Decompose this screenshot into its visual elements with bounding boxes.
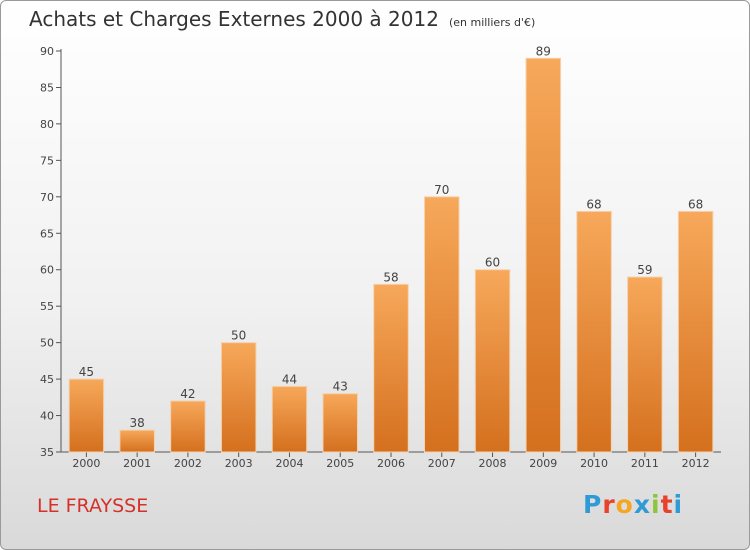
data-label-2012: 68 <box>688 197 703 211</box>
x-tick-label: 2010 <box>580 457 608 470</box>
proxiti-logo[interactable]: Proxiti <box>583 490 683 519</box>
commune-name: LE FRAYSSE <box>37 495 149 517</box>
data-label-2004: 44 <box>282 372 297 386</box>
y-tick-label: 90 <box>40 45 54 58</box>
logo-letter: o <box>615 490 634 519</box>
bar-2012 <box>677 210 714 453</box>
data-label-2006: 58 <box>383 270 398 284</box>
bar-2005 <box>322 393 358 453</box>
bar-2000 <box>68 378 105 453</box>
y-tick-label: 85 <box>40 81 54 94</box>
data-label-2010: 68 <box>586 197 601 211</box>
data-label-2009: 89 <box>536 44 551 58</box>
x-axis: 2000 2001 2002 2003 2004 2005 2006 2007 2008 2009… <box>61 451 721 470</box>
data-labels: 45 38 42 50 44 43 58 70 60 89 68 59 68 <box>79 44 704 430</box>
bar-2004 <box>271 385 308 453</box>
y-tick-label: 55 <box>40 300 54 313</box>
y-tick-label: 65 <box>40 227 54 240</box>
bar-2002 <box>170 400 206 453</box>
x-tick-label: 2001 <box>123 457 151 470</box>
chart-title: Achats et Charges Externes 2000 à 2012 <box>29 7 439 31</box>
y-tick-label: 80 <box>40 118 54 131</box>
bar-2011 <box>627 276 663 453</box>
bar-2008 <box>474 269 511 453</box>
bars <box>68 57 714 453</box>
data-label-2000: 45 <box>79 365 94 379</box>
x-tick-label: 2007 <box>428 457 456 470</box>
logo-letter: r <box>602 490 616 519</box>
y-tick-label: 45 <box>40 373 54 386</box>
data-label-2001: 38 <box>130 416 145 430</box>
logo-letter: t <box>660 490 674 519</box>
logo-letter: x <box>633 490 651 519</box>
data-label-2007: 70 <box>434 183 449 197</box>
x-tick-label: 2012 <box>682 457 710 470</box>
x-tick-label: 2006 <box>377 457 405 470</box>
y-axis: 35 40 45 50 55 60 65 70 75 80 85 90 <box>40 45 62 459</box>
chart-subtitle: (en milliers d'€) <box>448 16 536 29</box>
bar-2001 <box>119 429 155 453</box>
data-label-2008: 60 <box>485 256 500 270</box>
data-label-2005: 43 <box>333 380 348 394</box>
logo-letter: i <box>651 490 661 519</box>
y-tick-label: 35 <box>40 446 54 459</box>
bar-2009 <box>525 57 562 453</box>
bar-2007 <box>424 196 460 453</box>
y-tick-label: 40 <box>40 410 54 423</box>
logo-letter: P <box>583 490 603 519</box>
bar-2003 <box>220 342 257 453</box>
logo-letter: i <box>673 490 684 519</box>
bar-2006 <box>373 283 409 453</box>
x-tick-label: 2000 <box>72 457 100 470</box>
x-tick-label: 2009 <box>529 457 557 470</box>
data-label-2003: 50 <box>231 329 246 343</box>
y-tick-label: 70 <box>40 191 54 204</box>
title-row: Achats et Charges Externes 2000 à 2012 (e… <box>29 7 535 31</box>
x-tick-label: 2011 <box>631 457 659 470</box>
x-tick-label: 2008 <box>479 457 507 470</box>
bar-2010 <box>576 210 612 453</box>
y-tick-label: 50 <box>40 337 54 350</box>
y-tick-label: 60 <box>40 264 54 277</box>
data-label-2011: 59 <box>637 263 652 277</box>
data-label-2002: 42 <box>180 387 195 401</box>
x-tick-label: 2005 <box>326 457 354 470</box>
x-tick-label: 2003 <box>225 457 253 470</box>
y-tick-label: 75 <box>40 154 54 167</box>
x-tick-label: 2002 <box>174 457 202 470</box>
x-tick-label: 2004 <box>275 457 303 470</box>
